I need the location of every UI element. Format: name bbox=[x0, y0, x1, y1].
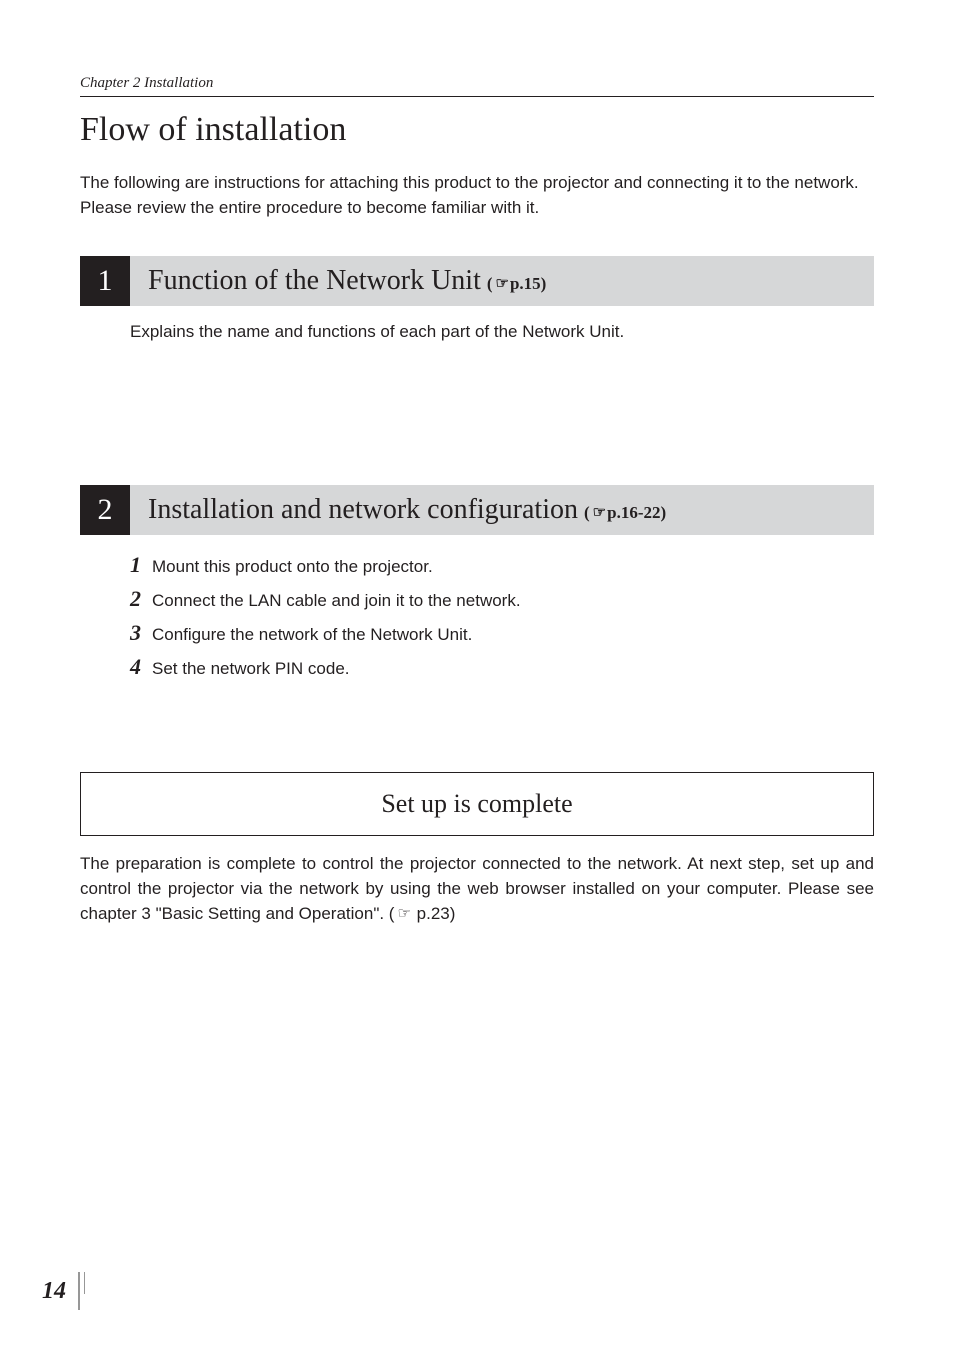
page-number: 14 bbox=[42, 1278, 76, 1305]
page-tick-icon bbox=[78, 1272, 80, 1310]
running-head: Chapter 2 Installation bbox=[80, 75, 874, 97]
section-title-wrap-1: Function of the Network Unit (☞p.15) bbox=[130, 265, 874, 297]
step-item: 3 Configure the network of the Network U… bbox=[130, 617, 864, 649]
step-number: 2 bbox=[130, 583, 152, 615]
step-number: 1 bbox=[130, 549, 152, 581]
section-title-1: Function of the Network Unit bbox=[148, 265, 481, 297]
step-text: Set the network PIN code. bbox=[152, 657, 350, 682]
page-title: Flow of installation bbox=[80, 111, 874, 149]
section-bar-1: 1 Function of the Network Unit (☞p.15) bbox=[80, 256, 874, 306]
step-item: 2 Connect the LAN cable and join it to t… bbox=[130, 583, 864, 615]
pointing-hand-icon: ☞ bbox=[593, 503, 606, 522]
ref-text-1: p.15) bbox=[510, 274, 546, 293]
section-body-2: 1 Mount this product onto the projector.… bbox=[80, 549, 874, 683]
section-number-2: 2 bbox=[80, 485, 130, 535]
page-tick-icon bbox=[84, 1272, 86, 1294]
section-number-1: 1 bbox=[80, 256, 130, 306]
section-bar-2: 2 Installation and network configuration… bbox=[80, 485, 874, 535]
ref-open-2: ( bbox=[584, 503, 590, 522]
section-body-1: Explains the name and functions of each … bbox=[80, 320, 874, 345]
pointing-hand-icon: ☞ bbox=[397, 903, 410, 925]
step-text: Configure the network of the Network Uni… bbox=[152, 623, 472, 648]
step-number: 4 bbox=[130, 651, 152, 683]
ref-text-2: p.16-22) bbox=[607, 503, 666, 522]
ref-open-1: ( bbox=[487, 274, 493, 293]
section-title-2: Installation and network configuration bbox=[148, 494, 578, 526]
pointing-hand-icon: ☞ bbox=[496, 274, 509, 293]
section-ref-2: (☞p.16-22) bbox=[584, 503, 666, 523]
setup-complete-box: Set up is complete bbox=[80, 772, 874, 836]
step-item: 4 Set the network PIN code. bbox=[130, 651, 864, 683]
step-item: 1 Mount this product onto the projector. bbox=[130, 549, 864, 581]
section-ref-1: (☞p.15) bbox=[487, 274, 547, 294]
outro-paragraph: The preparation is complete to control t… bbox=[80, 852, 874, 926]
section-title-wrap-2: Installation and network configuration (… bbox=[130, 494, 874, 526]
step-text: Mount this product onto the projector. bbox=[152, 555, 433, 580]
intro-paragraph: The following are instructions for attac… bbox=[80, 171, 874, 220]
outro-pre: The preparation is complete to control t… bbox=[80, 854, 874, 922]
outro-post: p.23) bbox=[412, 904, 455, 923]
steps-list: 1 Mount this product onto the projector.… bbox=[130, 549, 864, 683]
step-text: Connect the LAN cable and join it to the… bbox=[152, 589, 521, 614]
step-number: 3 bbox=[130, 617, 152, 649]
page-number-wrap: 14 bbox=[42, 1272, 85, 1310]
